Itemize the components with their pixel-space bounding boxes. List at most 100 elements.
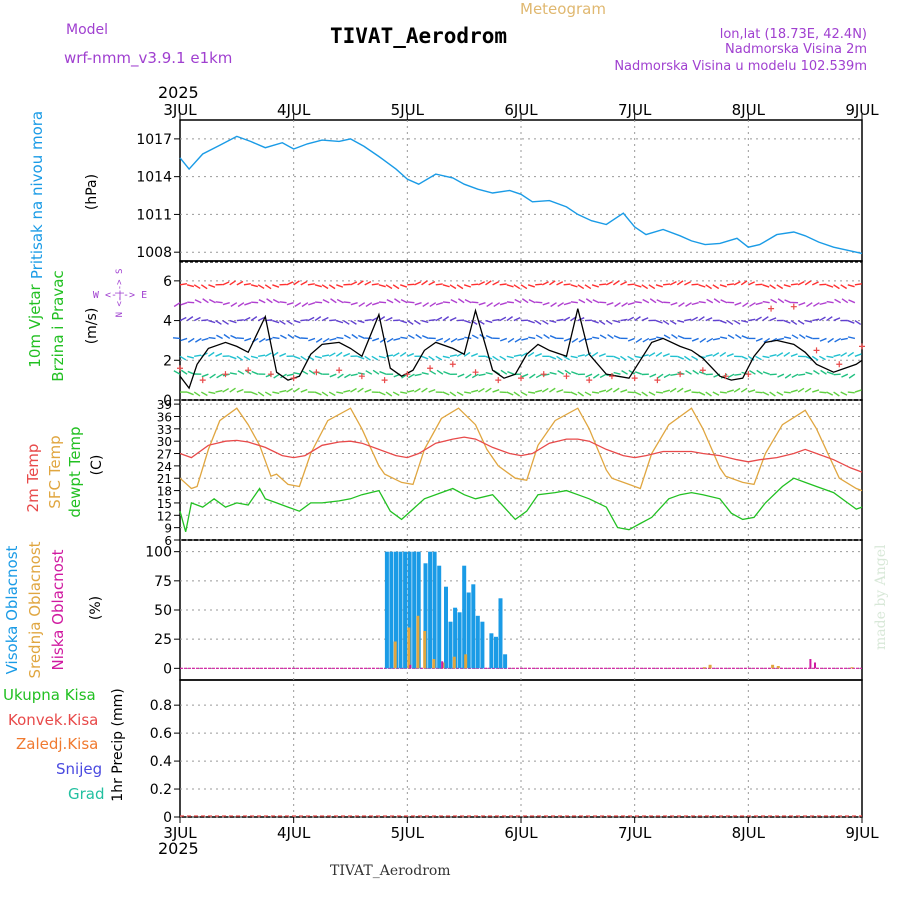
wind-gust-marker <box>245 367 252 374</box>
wind-arrow <box>315 337 323 343</box>
wind-arrow <box>742 302 749 308</box>
wind-arrow <box>365 370 373 375</box>
wind-arrow <box>783 391 791 394</box>
wind-arrow <box>726 319 734 326</box>
wind-arrow <box>492 318 500 322</box>
wind-arrow <box>393 337 401 341</box>
wind-arrow <box>215 301 223 304</box>
wind-arrow <box>592 299 600 304</box>
wind-arrow <box>847 391 855 394</box>
wind-arrow <box>826 391 834 396</box>
wind-arrow <box>662 353 670 357</box>
year-bottom: 2025 <box>158 839 199 858</box>
wind-arrow <box>669 387 677 393</box>
precip-total-label: Ukupna Kisa <box>3 686 96 704</box>
wind-arrow <box>613 335 621 340</box>
wind-arrow <box>599 334 607 340</box>
wind-arrow <box>620 281 628 286</box>
temp-ytick-label: 9 <box>164 522 172 536</box>
wind-arrow <box>357 355 365 360</box>
wind-arrow <box>834 337 842 343</box>
wind-arrow <box>677 319 685 323</box>
wind-arrow <box>670 302 678 306</box>
cloud-bar-mid <box>708 664 712 669</box>
wind-arrow <box>563 337 571 342</box>
wind-arrow <box>293 387 300 393</box>
wind-arrow <box>457 373 465 378</box>
wind-arrow <box>854 353 862 357</box>
wind-arrow <box>222 319 229 325</box>
wind-arrow <box>528 336 536 340</box>
wind-arrow <box>649 373 657 378</box>
wind-arrow <box>485 334 493 340</box>
wind-arrow <box>200 391 208 397</box>
wind-arrow <box>584 352 592 357</box>
wind-arrow <box>812 318 820 322</box>
wind-arrow <box>315 301 323 304</box>
wind-arrow <box>222 281 230 286</box>
grid-layer <box>180 120 862 818</box>
wind-arrow <box>343 301 351 304</box>
wind-arrow <box>549 335 557 340</box>
wind-arrow <box>294 334 302 340</box>
footer-title: TIVAT_Aerodrom <box>330 863 451 879</box>
pressure-ytick-label: 1014 <box>136 170 172 186</box>
wind-arrow <box>514 298 522 304</box>
wind-arrow <box>307 316 315 322</box>
wind-arrow <box>642 337 650 343</box>
wind-arrow <box>847 351 855 357</box>
wind-arrow <box>392 352 400 357</box>
wind-arrow <box>570 301 578 304</box>
wind-gust-marker <box>518 375 524 382</box>
wind-arrow <box>357 387 364 393</box>
wind-arrow <box>243 283 251 286</box>
wind-arrow <box>784 373 792 379</box>
wind-arrow <box>769 317 777 322</box>
wind-arrow <box>371 283 379 286</box>
wind-arrow <box>762 284 770 288</box>
wind-arrow <box>499 337 508 342</box>
wind-arrow <box>307 283 315 286</box>
wind-gust-marker <box>631 375 638 382</box>
wind-arrow <box>692 369 699 375</box>
lonlat-text: lon,lat (18.73E, 42.4N) <box>720 27 867 42</box>
wind-arrow <box>250 391 258 396</box>
wind-arrow <box>648 352 656 357</box>
wind-arrow <box>414 373 422 377</box>
wind-arrow <box>364 319 372 322</box>
sfc-temp-line <box>179 407 863 492</box>
wind-arrow <box>286 319 293 325</box>
cloud-bar-mid <box>432 659 436 669</box>
wind-arrow <box>393 319 401 322</box>
wind-arrow <box>777 298 785 304</box>
wind-arrow <box>599 373 607 379</box>
wind-arrow <box>250 355 259 359</box>
wind-arrow <box>550 302 557 308</box>
wind-arrow <box>229 355 237 360</box>
wind-arrow <box>343 334 351 340</box>
wind-arrow <box>634 301 642 304</box>
wind-arrow <box>365 302 373 308</box>
wind-arrow <box>463 351 471 357</box>
wind-arrow <box>599 301 607 304</box>
precip-ytick-label: 0.8 <box>150 698 172 714</box>
wind-arrow <box>634 371 643 375</box>
wind-arrow <box>605 319 613 325</box>
wind-arrow <box>421 387 428 393</box>
cloud-ytick-label: 100 <box>145 545 172 561</box>
wind-arrow <box>328 352 336 357</box>
cloud-ytick-label: 0 <box>163 661 172 677</box>
wind-arrow <box>812 389 820 393</box>
wind-arrow <box>180 302 188 306</box>
date-label-bottom: 8JUL <box>732 824 766 842</box>
wind-arrow <box>599 283 607 286</box>
wind-arrow <box>350 387 357 393</box>
wind-arrow <box>797 280 805 286</box>
wind-gust-marker <box>449 361 456 368</box>
wind-arrow <box>756 369 763 375</box>
wind-arrow <box>577 284 585 290</box>
wind-arrow <box>286 373 294 377</box>
wind-arrow <box>499 316 507 322</box>
precip-conv-label: Konvek.Kisa <box>8 711 98 729</box>
wind-arrow <box>577 354 585 357</box>
